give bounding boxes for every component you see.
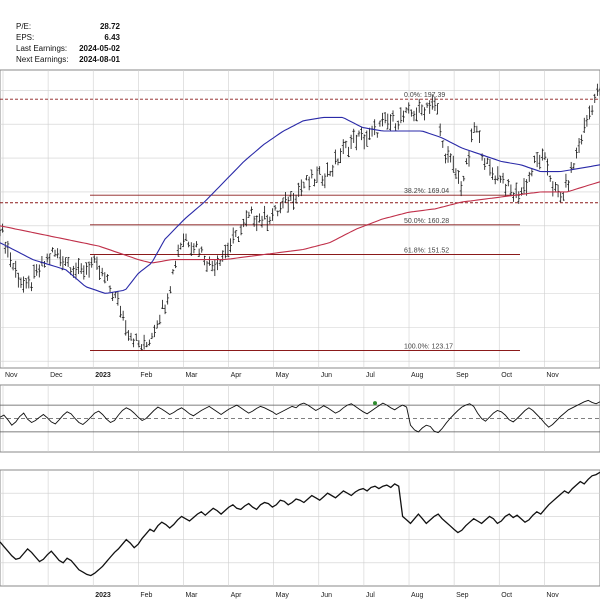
relative-month-label: Oct <box>501 592 512 599</box>
last-earnings-value: 2024-05-02 <box>79 44 120 53</box>
month-label: Dec <box>50 372 63 379</box>
month-label: Jun <box>321 372 332 379</box>
relative-month-label: Aug <box>411 592 424 599</box>
next-earnings-label: Next Earnings: <box>16 55 69 64</box>
indicator-panel <box>0 384 600 453</box>
pe-value: 28.72 <box>99 22 120 31</box>
relative-month-label: Sep <box>456 592 469 599</box>
eps-label: EPS: <box>16 33 35 42</box>
relative-month-label: Jul <box>366 592 375 599</box>
relative-month-label: Mar <box>185 592 198 599</box>
month-label: May <box>276 372 290 379</box>
month-label: Nov <box>5 372 18 379</box>
indicator-panel-frame <box>0 384 600 453</box>
relative-month-label: 2023 <box>95 592 111 599</box>
relative-month-label: Feb <box>140 592 152 599</box>
month-label: Mar <box>185 372 198 379</box>
month-label: Jul <box>366 372 375 379</box>
fib-level-label: 100.0%: 123.17 <box>404 343 453 350</box>
relative-panel-frame <box>0 469 600 587</box>
last-earnings-label: Last Earnings: <box>16 44 68 53</box>
month-label: 2023 <box>95 372 111 379</box>
relative-panel: 2023 Feb Mar Apr May Jun Jul Aug Sep Oct Nov <box>0 469 600 599</box>
month-label: Feb <box>140 372 152 379</box>
indicator-line <box>0 399 600 434</box>
price-panel: Nov Dec 2023 Feb Mar Apr May Jun Jul Aug Sep Oct Nov… <box>0 69 600 379</box>
relative-month-label: Jun <box>321 592 332 599</box>
moving-average-long <box>0 181 600 264</box>
relative-month-label: May <box>276 592 290 599</box>
eps-value: 6.43 <box>104 33 120 42</box>
indicator-highlight-point <box>373 401 377 406</box>
moving-average-short <box>0 116 600 294</box>
month-label: Sep <box>456 372 469 379</box>
fib-level-label: 50.0%: 160.28 <box>404 218 449 225</box>
month-label: Aug <box>411 372 424 379</box>
month-label: Oct <box>501 372 512 379</box>
relative-month-label: Apr <box>231 592 243 599</box>
fib-level-label: 61.8%: 151.52 <box>404 247 449 254</box>
month-label: Apr <box>231 372 243 379</box>
next-earnings-value: 2024-08-01 <box>79 55 120 64</box>
price-panel-frame <box>0 69 600 369</box>
month-label: Nov <box>546 372 559 379</box>
relative-line <box>0 471 600 577</box>
relative-month-label: Nov <box>546 592 559 599</box>
fib-level-label: 0.0%: 197.39 <box>404 92 445 99</box>
pe-label: P/E: <box>16 22 32 31</box>
fib-level-label: 38.2%: 169.04 <box>404 188 449 195</box>
